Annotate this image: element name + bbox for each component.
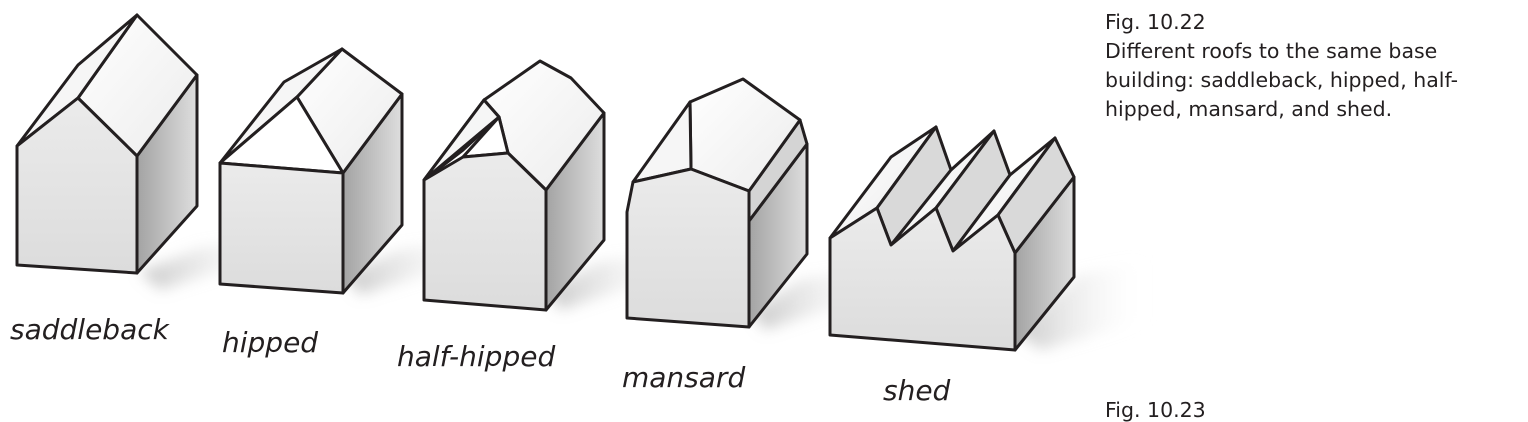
figure-caption: Fig. 10.22 Different roofs to the same b… <box>1105 8 1520 124</box>
saddleback-front-wall <box>15 96 139 275</box>
caption-line-1: Different roofs to the same base <box>1105 39 1438 63</box>
shed-building <box>828 125 1150 352</box>
caption-line-2: building: saddleback, hipped, half- <box>1105 68 1458 92</box>
next-figure-number-cut: Fig. 10.23 <box>1105 398 1206 422</box>
hipped-front-wall <box>218 161 345 295</box>
half-hipped-roof-left-upper <box>422 98 501 182</box>
shed-front-wall <box>828 206 1017 352</box>
shed-shadow <box>1015 258 1150 350</box>
caption-line-3: hipped, mansard, and shed. <box>1105 97 1393 121</box>
half-hipped-front-wall <box>422 151 548 312</box>
label-shed: shed <box>883 374 951 407</box>
mansard-front-wall <box>625 167 751 329</box>
figure-number: Fig. 10.22 <box>1105 10 1206 34</box>
label-saddleback: saddleback <box>10 313 169 346</box>
label-hipped: hipped <box>222 326 319 359</box>
mansard-building <box>625 77 895 330</box>
saddleback-building <box>15 13 290 290</box>
label-mansard: mansard <box>622 361 746 394</box>
label-half-hipped: half-hipped <box>397 340 556 373</box>
